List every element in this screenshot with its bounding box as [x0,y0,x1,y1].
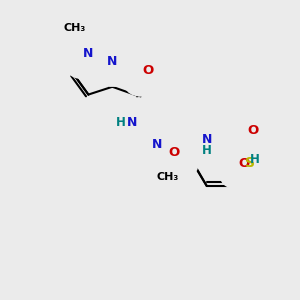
Text: N: N [127,116,137,129]
Text: O: O [238,157,250,169]
Text: N: N [127,116,137,129]
Text: H: H [249,153,259,166]
Text: O: O [238,157,250,169]
Text: N: N [107,55,118,68]
Text: N: N [202,133,212,146]
Text: N: N [202,133,212,146]
Text: O: O [247,124,259,137]
Text: H: H [116,116,125,129]
Text: O: O [168,146,179,160]
Text: O: O [142,64,154,77]
Text: N: N [152,138,162,151]
Text: S: S [244,156,255,170]
Text: CH₃: CH₃ [156,172,178,182]
Text: O: O [168,146,179,160]
Text: N: N [107,55,118,68]
Text: O: O [247,124,259,137]
Text: S: S [244,156,255,170]
Text: N: N [83,47,94,60]
Text: CH₃: CH₃ [64,23,86,33]
Text: N: N [83,47,94,60]
Text: O: O [142,64,154,77]
Text: N: N [152,138,162,151]
Text: H: H [202,144,212,157]
